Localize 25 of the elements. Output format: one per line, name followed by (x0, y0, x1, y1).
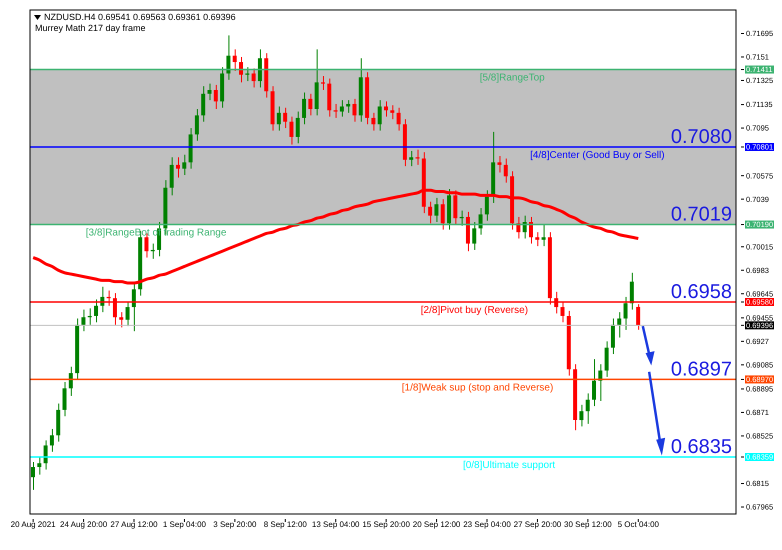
ref-line-label: [5/8]RangeTop (480, 72, 546, 84)
annotation: 0.7019 (670, 204, 732, 226)
x-tick-label: 24 Aug 20:00 (60, 520, 108, 529)
ref-line-label: [4/8]Center (Good Buy or Sell) (530, 150, 665, 161)
x-tick-label: 13 Sep 04:00 (312, 520, 360, 529)
x-tick-label: 23 Sep 04:00 (463, 520, 512, 529)
x-tick-label: 20 Aug 2021 (10, 520, 56, 529)
annotation: 0.6958 (670, 280, 732, 303)
x-tick-label: 27 Aug 12:00 (110, 520, 158, 529)
annotation: 0.6835 (670, 436, 732, 458)
x-tick-label: 27 Sep 20:00 (514, 520, 562, 529)
ref-line-label: [2/8]Pivot buy (Reverse) (420, 304, 528, 316)
text: Murrey Math 217 day frame (35, 23, 146, 33)
annotation: 0.7080 (670, 126, 732, 148)
x-tick-label: 20 Sep 12:00 (412, 520, 461, 529)
x-tick-label: 5 Oct 04:00 (618, 520, 660, 529)
x-tick-label: 15 Sep 20:00 (362, 520, 410, 529)
x-tick-label: 8 Sep 12:00 (264, 520, 308, 529)
x-tick-label: 30 Sep 12:00 (564, 520, 612, 529)
annotation: 0.6897 (670, 358, 732, 380)
x-tick-label: 3 Sep 20:00 (213, 520, 257, 529)
ref-line-label: [1/8]Weak sup (stop and Reverse) (402, 382, 554, 394)
x-tick-label: 1 Sep 04:00 (162, 520, 207, 529)
chart-title: NZDUSD.H4 0.69541 0.69563 0.69361 0.69396 (44, 12, 236, 22)
ref-line-label: [0/8]Ultimate support (462, 460, 556, 471)
